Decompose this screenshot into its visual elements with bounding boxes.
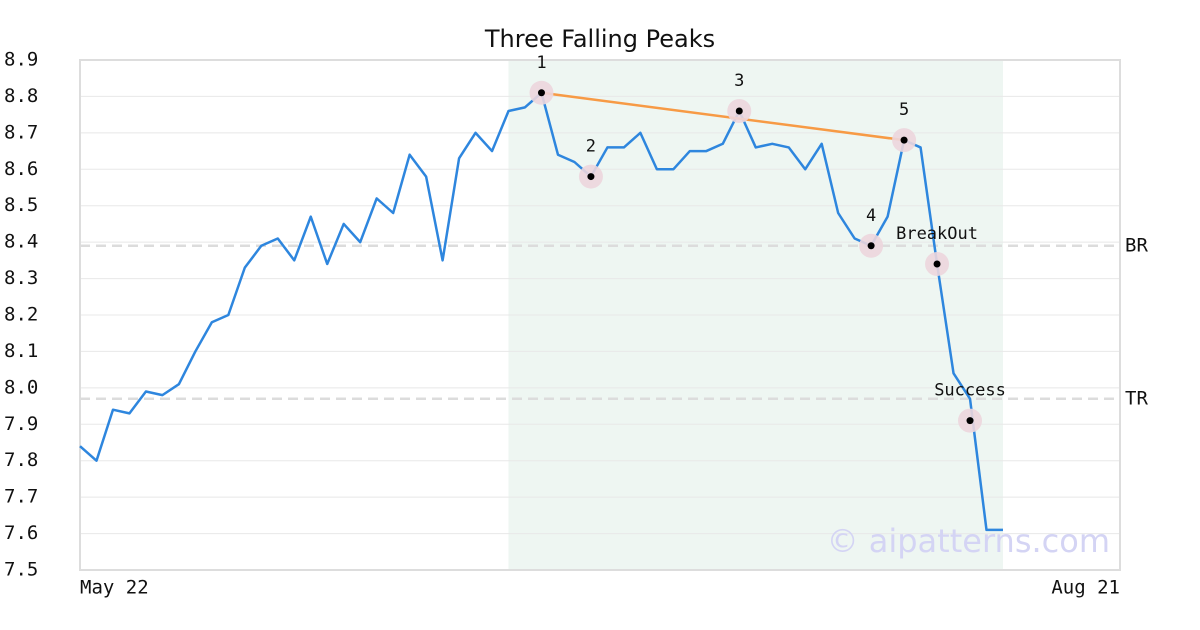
y-tick-label: 7.5 [4,559,38,581]
y-tick-label: 7.8 [4,449,38,471]
y-tick-label: 7.6 [4,522,38,544]
y-tick-label: 7.9 [4,413,38,435]
y-tick-label: 8.4 [4,231,38,253]
point-dot [735,107,743,115]
point-label: BreakOut [896,224,978,244]
x-tick-label: May 22 [80,577,149,599]
y-tick-label: 8.7 [4,121,38,143]
point-dot [933,260,941,268]
y-tick-label: 8.0 [4,376,38,398]
reference-label: BR [1125,234,1148,256]
point-label: 3 [734,71,744,91]
point-label: 1 [536,53,546,73]
y-tick-label: 8.8 [4,85,38,107]
point-label: 5 [899,100,909,120]
y-tick-label: 8.3 [4,267,38,289]
point-label: Success [934,381,1006,401]
y-tick-label: 7.7 [4,486,38,508]
x-tick-label: Aug 21 [1051,577,1120,599]
point-dot [867,242,875,250]
point-dot [537,89,545,97]
y-tick-label: 8.6 [4,158,38,180]
watermark: © aipatterns.com [827,522,1110,560]
y-tick-label: 8.1 [4,340,38,362]
point-label: 2 [586,137,596,157]
point-label: 4 [866,206,876,226]
y-tick-label: 8.2 [4,304,38,326]
y-tick-label: 8.5 [4,194,38,216]
point-dot [587,173,595,181]
point-dot [900,136,908,144]
reference-label: TR [1125,387,1148,409]
y-tick-label: 8.9 [4,49,38,71]
chart-title: Three Falling Peaks [484,25,715,53]
plot-frame [79,59,1121,571]
point-dot [966,417,974,425]
trend-line [541,91,905,142]
